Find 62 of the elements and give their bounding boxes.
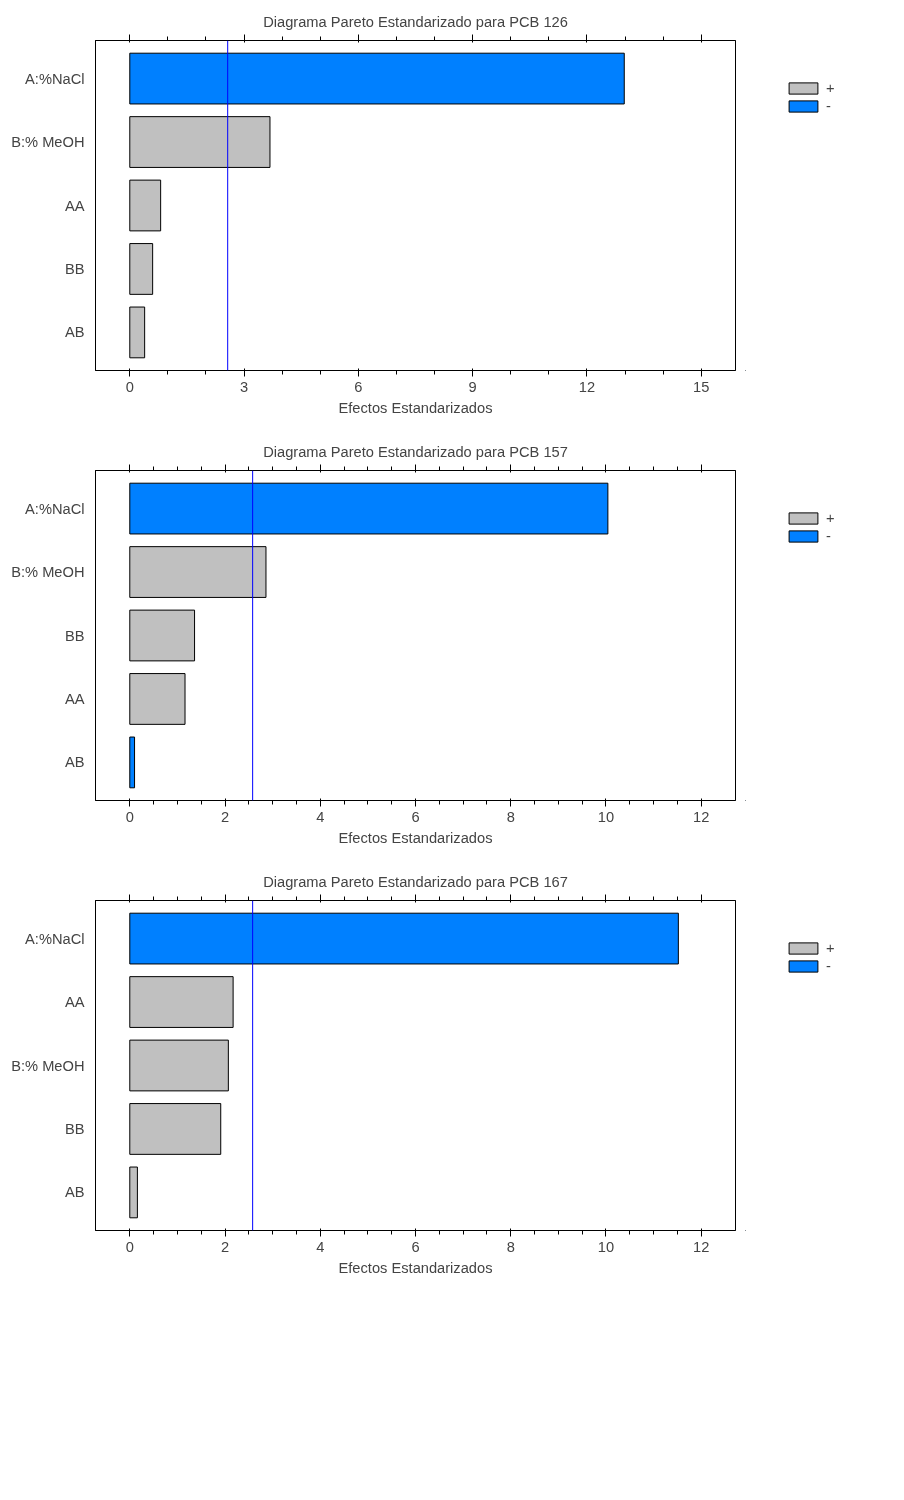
x-tick-label: 4 [316,808,325,825]
legend-label: + [826,80,836,96]
y-tick-label: B:% MeOH [11,1057,85,1074]
bar [129,243,154,295]
x-tick-label: 12 [693,808,710,825]
x-tick-label: 10 [597,808,615,825]
x-tick-label: 6 [411,808,420,825]
y-tick-label: B:% MeOH [11,564,85,581]
bar [129,1103,222,1155]
bar [129,52,625,105]
chart-title: Diagrama Pareto Estandarizado para PCB 126 [263,13,568,30]
y-tick-label: AA [64,994,85,1011]
x-tick-label: 4 [316,1238,325,1255]
bar [129,609,196,662]
legend-label: - [826,98,832,114]
y-tick-label: AB [64,754,85,771]
legend-label: + [826,510,836,526]
x-tick-label: 6 [354,378,363,395]
bar [129,116,271,168]
x-tick-label: 6 [411,1238,420,1255]
bar [129,736,136,789]
y-tick-label: BB [64,627,85,644]
bar [129,976,234,1028]
x-axis-title: Efectos Estandarizados [338,1259,493,1276]
x-tick-label: 2 [220,1238,230,1255]
legend-label: - [826,528,832,544]
legend-label: + [826,940,836,956]
y-tick-label: BB [64,1120,85,1137]
bar [129,1039,229,1092]
bar [129,673,186,725]
y-tick-label: B:% MeOH [11,134,85,151]
chart-title: Diagrama Pareto Estandarizado para PCB 167 [263,873,568,890]
y-tick-label: AA [64,197,85,214]
x-tick-label: 8 [506,1238,515,1255]
x-tick-label: 0 [125,378,134,395]
x-tick-label: 12 [578,378,596,395]
x-axis-title: Efectos Estandarizados [338,829,493,846]
x-tick-label: 3 [240,378,249,395]
x-tick-label: 8 [506,808,515,825]
y-tick-label: A:%NaCl [25,930,85,947]
x-tick-label: 10 [597,1238,615,1255]
y-tick-label: AA [64,690,85,707]
x-tick-label: 0 [125,1238,134,1255]
y-tick-label: BB [64,260,85,277]
x-tick-label: 15 [693,378,710,395]
y-tick-label: AB [64,1184,85,1201]
bar [129,1166,138,1219]
y-tick-label: AB [64,324,85,341]
x-tick-label: 2 [220,808,230,825]
x-tick-label: 12 [693,1238,710,1255]
chart-title: Diagrama Pareto Estandarizado para PCB 157 [263,443,568,460]
x-axis-title: Efectos Estandarizados [338,399,493,416]
bar [129,179,162,232]
bar [129,546,267,598]
y-tick-label: A:%NaCl [25,70,85,87]
x-tick-label: 9 [468,378,477,395]
bar [129,306,146,359]
bar [129,482,609,535]
x-tick-label: 0 [125,808,134,825]
legend-label: - [826,958,832,974]
bar [129,912,679,965]
y-tick-label: A:%NaCl [25,500,85,517]
